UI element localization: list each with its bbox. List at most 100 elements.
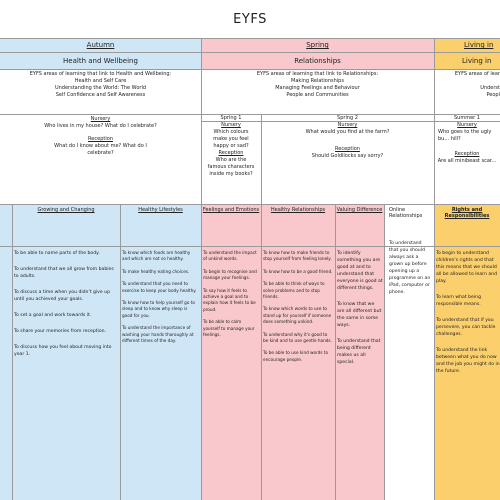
autumn-questions: Nursery Who lives in my house? What do I… [0,116,201,157]
list-item: To know that we are all different but th… [337,302,382,328]
spring-header [201,38,434,70]
spring1-cell: Spring 1 Nursery Which colours make you … [201,115,261,178]
spring1-nursery-question: Which colours make you feel happy or sad… [213,129,249,149]
autumn-area-item: Understanding the World: The World [54,85,147,91]
spring2-reception-question: Should Goldilocks say sorry? [311,153,384,159]
list-item: To be able to calm yourself to manage yo… [203,319,255,338]
list-item: To know how to help yourself go to sleep… [122,300,195,318]
list-item: To know how to be a good friend. [263,268,333,274]
summer-columns-bg [434,204,500,500]
list-item: To understand the importance of washing … [122,325,194,344]
grid-line [0,69,500,70]
list-item: To discuss a time when you didn't give u… [14,290,111,302]
list-item: To understand that if you persevere, you… [436,318,496,337]
theme-spring: Relationships [294,57,341,65]
grid-line [384,204,385,500]
spring1-nursery-label: Nursery [221,122,241,128]
season-autumn: Autumn [86,41,115,49]
list-item: To begin to recognise and manage your fe… [203,268,257,281]
col-online: To understand that you should always ask… [389,240,431,305]
col-head-healthy: Healthy Lifestyles [138,207,183,213]
col-head-valuing: Valuing Difference [336,207,383,213]
grid-line [201,38,202,500]
summer-area-item: Peopl [486,92,500,98]
list-item: To discuss how you feel about moving int… [14,345,112,357]
col-healthyrel: To know how to make friends to stop your… [263,250,333,369]
list-item: To be able to name parts of the body. [14,251,100,256]
spring-area-item: Managing Feelings and Behaviour [275,85,360,91]
summer1-reception-question: Are all minibeast scar... [437,158,497,164]
list-item: To be able to think of ways to solve pro… [263,281,325,300]
summer1-nursery-question: Who goes to the ugly bu... hill? [438,129,492,142]
list-item: To understand why it's good to be kind a… [263,331,332,344]
col-feelings: To understand the impact of unkind words… [203,250,259,344]
spring-areas: EYFS areas of learning that link to Rela… [201,71,434,99]
grid-line [434,38,435,500]
autumn-area-item: Self Confidence and Self Awareness [55,92,146,98]
autumn-reception-label: Reception [88,136,113,142]
spring-area-item: People and Communities [286,92,349,98]
spring2-reception-label: Reception [335,146,360,152]
list-item: To understand that being different makes… [337,339,381,365]
col-head-healthyrel: Healthy Relationships [270,207,326,213]
autumn-header [0,38,201,70]
grid-line [335,204,336,500]
col-rights: To begin to understand children's rights… [436,250,500,384]
summer1-nursery-label: Nursery [457,122,477,128]
grid-line [0,204,500,205]
list-item: To know which foods are healthy and whic… [122,250,191,262]
list-item: To say how it feels to achieve a goal an… [203,287,256,312]
spring-columns-bg [201,204,384,500]
grid-line [0,246,500,247]
summer-area-item: Underst [480,85,500,91]
spring-area-item: Making Relationships [291,78,344,84]
col-growing: To be able to name parts of the body. To… [14,250,118,367]
spring2-nursery-question: What would you find at the farm? [305,129,390,135]
grid-line [120,204,121,500]
list-item: To understand the link between what you … [436,348,500,374]
col-head-feelings: Feelings and Emotions [202,207,260,213]
list-item: To understand that you need to exercise … [122,281,197,293]
season-summer: Living in [464,41,494,49]
summer1-reception-label: Reception [454,151,480,157]
col-head-online: Online Relationships [389,207,423,219]
spring2-cell: Spring 2 Nursery What would you find at … [261,115,434,160]
col-head-rights: Rights and Responsibilities [444,207,490,219]
summer-areas: EYFS areas of lear Underst Peopl [434,71,500,99]
grid-line [261,114,262,500]
list-item: To identify something you are good at an… [337,251,383,291]
grid-line [0,38,500,39]
list-item: To understand that we all grow from babi… [14,267,114,279]
spring-areas-heading: EYFS areas of learning that link to Rela… [256,71,379,77]
spring2-label: Spring 2 [337,115,358,121]
autumn-areas-heading: EYFS areas of learning that link to Heal… [29,71,172,77]
theme-autumn: Health and Wellbeing [63,57,138,65]
summer1-label: Summer 1 [454,115,480,121]
autumn-nursery-label: Nursery [90,116,111,122]
col-head-growing: Growing and Changing [37,207,95,213]
autumn-areas: EYFS areas of learning that link to Heal… [0,71,201,99]
grid-line [0,52,500,53]
col-healthy: To know which foods are healthy and whic… [122,250,199,350]
autumn-reception-question: What do I know about me? What do I celeb… [54,143,147,156]
page-title: EYFS [233,11,267,27]
list-item: To learn what being responsible means. [436,295,481,307]
spring1-label: Spring 1 [220,115,242,121]
season-spring: Spring [306,41,329,49]
spring1-reception-question: Who are the famous characters inside my … [207,157,255,177]
list-item: To set a goal and work towards it. [14,313,92,318]
spring1-reception-label: Reception [218,150,244,156]
list-item: To know which words to use to stand up f… [263,306,332,325]
summer-areas-heading: EYFS areas of lear [454,71,500,77]
list-item: To understand the impact of unkind words… [203,250,257,262]
list-item: To understand that you should always ask… [389,241,431,295]
list-item: To begin to understand children's rights… [436,251,497,284]
autumn-columns-bg [0,204,201,500]
list-item: To make healthy eating choices. [122,268,190,274]
list-item: To share your memories from reception. [14,329,107,334]
list-item: To know how to make friends to stop your… [263,250,332,262]
theme-summer: Living in [462,57,492,65]
grid-line [12,204,13,500]
summer1-cell: Summer 1 Nursery Who goes to the ugly bu… [434,115,500,165]
grid-line [0,114,500,115]
